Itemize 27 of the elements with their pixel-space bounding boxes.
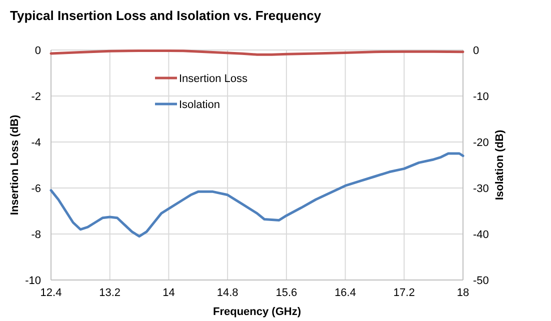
y2-tick-label: -40 — [473, 229, 489, 241]
y2-axis-title: Isolation (dB) — [494, 130, 506, 200]
y-tick-label: -6 — [31, 183, 41, 195]
x-tick-label: 18 — [456, 287, 470, 299]
x-tick-label: 15.6 — [276, 287, 298, 299]
x-tick-label: 12.4 — [40, 287, 62, 299]
y-axis-title: Insertion Loss (dB) — [9, 114, 21, 216]
y2-tick-label: -20 — [473, 137, 489, 149]
legend-label: Insertion Loss — [179, 73, 248, 85]
x-tick-label: 14.8 — [216, 287, 238, 299]
y2-tick-label: -10 — [473, 91, 489, 103]
y-tick-label: -10 — [25, 275, 41, 287]
legend-label: Isolation — [179, 99, 220, 111]
y-tick-label: -2 — [31, 91, 41, 103]
y2-tick-label: 0 — [473, 45, 480, 57]
y2-tick-label: -30 — [473, 183, 489, 195]
y-tick-label: 0 — [34, 45, 41, 57]
line-series — [50, 152, 464, 238]
y-tick-label: -4 — [31, 137, 41, 149]
y-tick-label: -8 — [31, 229, 41, 241]
chart-title: Typical Insertion Loss and Isolation vs. Frequency — [10, 8, 322, 23]
x-tick-label: 17.2 — [393, 287, 415, 299]
x-tick-label: 13.2 — [99, 287, 121, 299]
x-axis-title: Frequency (GHz) — [212, 306, 302, 318]
x-tick-label: 16.4 — [334, 287, 356, 299]
x-tick-label: 14 — [162, 287, 175, 299]
y2-tick-label: -50 — [473, 275, 489, 287]
